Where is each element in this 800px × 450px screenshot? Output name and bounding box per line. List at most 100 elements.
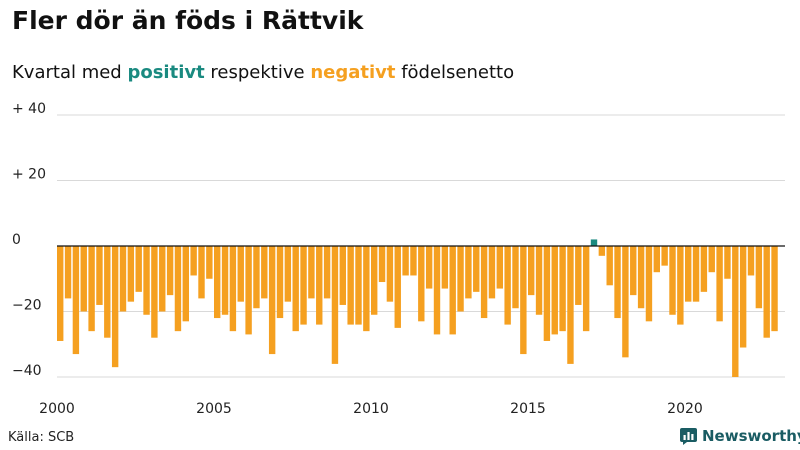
- bar: [630, 246, 637, 296]
- x-tick-label: 2015: [510, 401, 546, 417]
- bar: [441, 246, 449, 289]
- bar: [692, 246, 700, 302]
- y-tick-label: −20: [12, 298, 42, 314]
- newsworthy-logo[interactable]: Newsworthy: [680, 426, 800, 446]
- bar: [96, 246, 103, 305]
- bar: [127, 246, 135, 302]
- bar: [606, 246, 613, 286]
- bar: [135, 246, 142, 292]
- bar: [159, 246, 166, 312]
- bar: [300, 246, 307, 325]
- y-tick-label: + 40: [12, 101, 46, 117]
- bar: [418, 246, 425, 322]
- y-tick-label: 0: [12, 232, 21, 248]
- bar: [590, 239, 598, 246]
- bar: [520, 246, 527, 355]
- subtitle-middle: respektive: [204, 62, 311, 83]
- bar: [104, 246, 111, 338]
- bar: [685, 246, 692, 302]
- bar: [732, 246, 739, 377]
- bar: [582, 246, 590, 332]
- bar: [771, 246, 778, 332]
- bar: [763, 246, 770, 338]
- y-tick-label: + 20: [12, 167, 46, 183]
- bar: [716, 246, 723, 322]
- bar: [261, 246, 268, 299]
- bar: [465, 246, 472, 299]
- bar: [394, 246, 401, 328]
- bar: [614, 246, 621, 319]
- bar: [747, 246, 755, 276]
- bar: [190, 246, 197, 276]
- bar: [174, 246, 182, 332]
- bar: [708, 246, 715, 273]
- bar: [645, 246, 653, 322]
- bar: [292, 246, 299, 332]
- bar: [206, 246, 213, 279]
- subtitle-positive-word: positivt: [127, 62, 205, 83]
- x-tick-label: 2005: [196, 401, 232, 417]
- bar: [214, 246, 221, 319]
- subtitle-negative-word: negativt: [310, 62, 396, 83]
- bar: [64, 246, 72, 299]
- bar: [512, 246, 519, 309]
- bar: [80, 246, 87, 312]
- x-axis-ticks: 2000 2005 2010 2015 2020: [39, 401, 703, 417]
- bar: [449, 246, 456, 335]
- bar: [57, 246, 64, 341]
- bar: [724, 246, 731, 279]
- bar: [504, 246, 511, 325]
- bar: [88, 246, 95, 332]
- source-note: Källa: SCB: [8, 430, 75, 445]
- bar: [253, 246, 260, 309]
- subtitle-suffix: födelsenetto: [395, 62, 515, 83]
- x-tick-label: 2000: [39, 401, 75, 417]
- bar: [535, 246, 543, 315]
- chart-title: Fler dör än föds i Rättvik: [12, 6, 364, 35]
- bar: [528, 246, 535, 296]
- bar: [622, 246, 629, 358]
- bar: [575, 246, 582, 305]
- bar: [653, 246, 660, 273]
- subtitle-prefix: Kvartal med: [12, 62, 128, 83]
- bar: [378, 246, 386, 283]
- bar: [323, 246, 331, 299]
- y-tick-label: −40: [12, 363, 42, 379]
- bar: [276, 246, 284, 319]
- bar: [488, 246, 496, 299]
- chart-subtitle: Kvartal med positivt respektive negativt…: [12, 62, 514, 83]
- bar: [473, 246, 480, 292]
- x-tick-label: 2010: [353, 401, 389, 417]
- bar: [496, 246, 503, 289]
- bar: [331, 246, 339, 364]
- bar: [308, 246, 315, 299]
- bar: [700, 246, 708, 292]
- bar: [363, 246, 370, 332]
- bar: [229, 246, 237, 332]
- bar: [237, 246, 244, 302]
- bar-chart: + 40 + 20 0 −20 −40 2000 2005 2010 2015 2020: [12, 101, 785, 417]
- x-tick-label: 2020: [667, 401, 703, 417]
- y-axis-ticks: + 40 + 20 0 −20 −40: [12, 101, 46, 379]
- bar: [661, 246, 668, 266]
- bar: [347, 246, 354, 325]
- bar: [551, 246, 558, 335]
- bar: [268, 246, 276, 355]
- bar: [402, 246, 409, 276]
- bar: [284, 246, 292, 302]
- bar: [151, 246, 158, 338]
- bar: [637, 246, 645, 309]
- bar: [739, 246, 747, 348]
- bar-chart-icon: [680, 427, 697, 445]
- bar: [221, 246, 229, 315]
- bar: [410, 246, 417, 276]
- logo-text: Newsworthy: [702, 427, 800, 445]
- bar: [755, 246, 763, 309]
- bar: [166, 246, 174, 296]
- bar: [182, 246, 189, 322]
- bar: [198, 246, 205, 299]
- bar: [559, 246, 566, 332]
- bar: [355, 246, 362, 325]
- bar: [371, 246, 378, 315]
- bar: [119, 246, 127, 312]
